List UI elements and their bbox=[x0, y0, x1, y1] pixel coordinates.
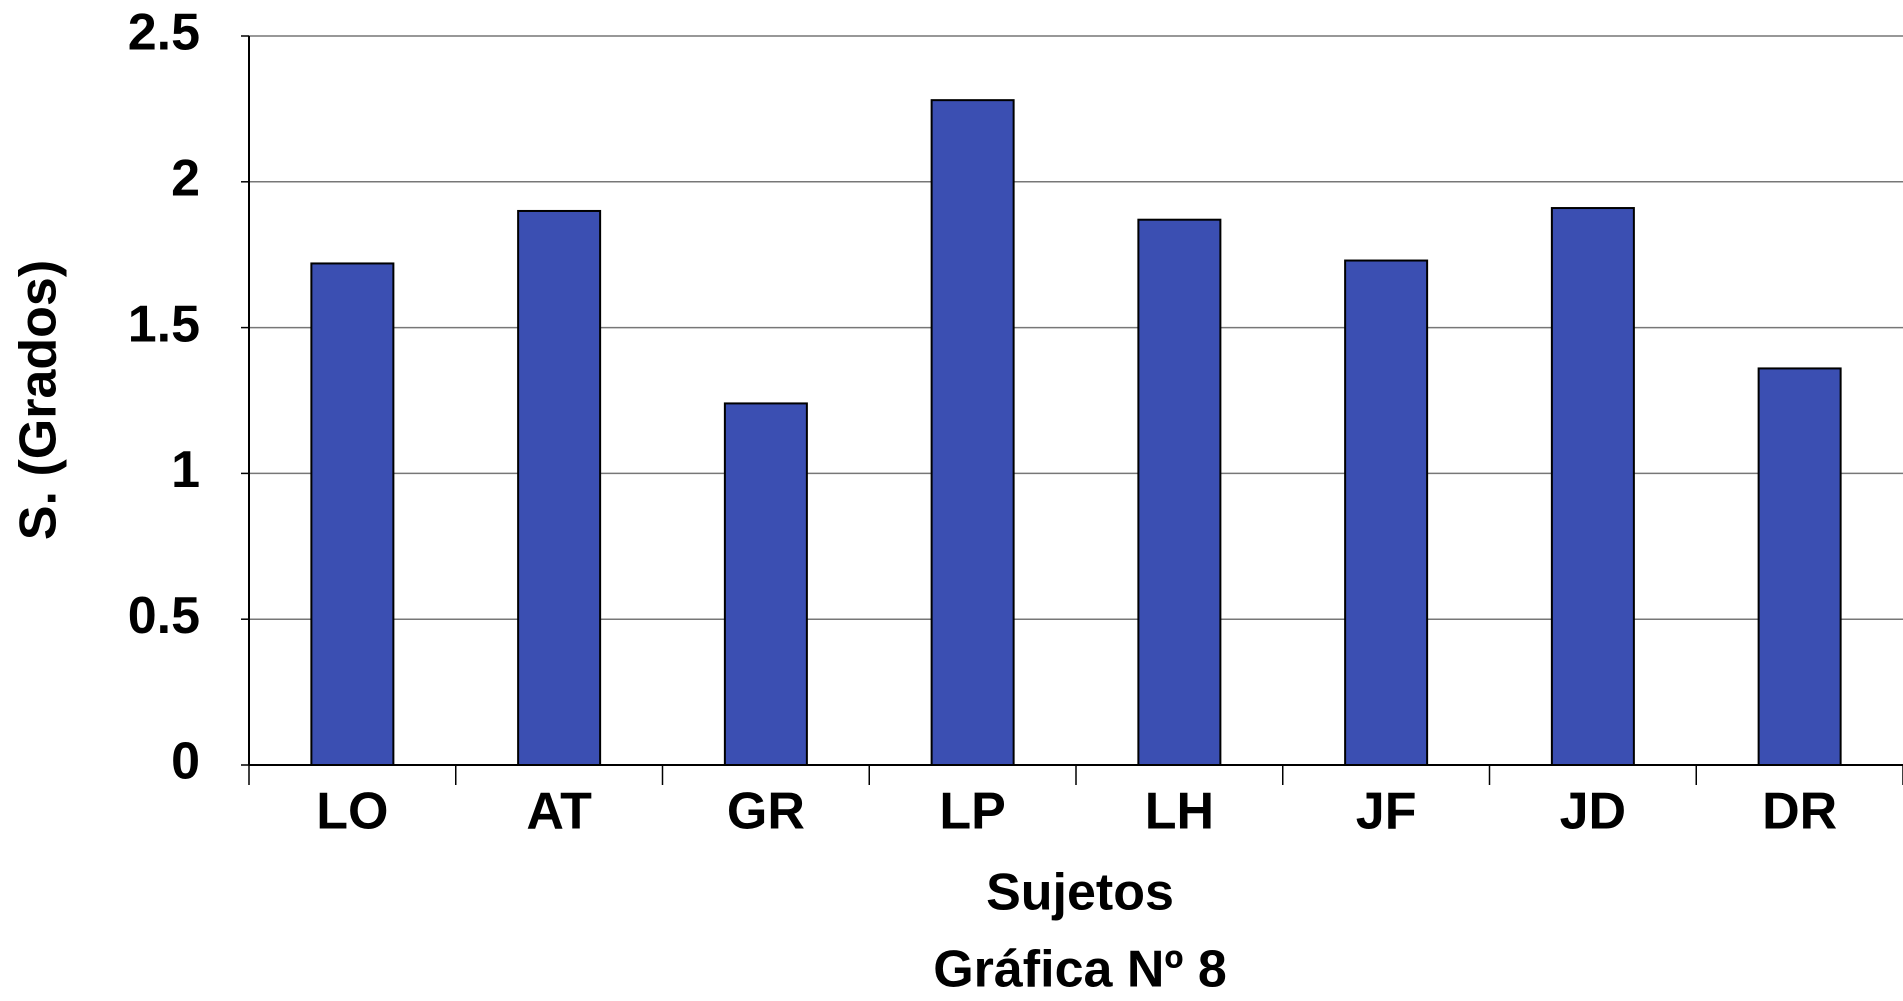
x-tick-label: LP bbox=[939, 783, 1005, 841]
bar bbox=[930, 99, 1015, 767]
x-tick-label: AT bbox=[526, 783, 592, 841]
y-tick-label: 0 bbox=[171, 733, 200, 791]
y-axis-title: S. (Grados) bbox=[10, 260, 68, 540]
bar bbox=[1757, 367, 1842, 766]
x-tick-label: JD bbox=[1560, 783, 1626, 841]
bar bbox=[1550, 207, 1635, 766]
y-tick-label: 0.5 bbox=[128, 587, 200, 645]
x-tick-label: GR bbox=[727, 783, 805, 841]
y-tick-label: 2 bbox=[171, 150, 200, 208]
bar bbox=[1344, 259, 1429, 766]
bar bbox=[517, 209, 602, 766]
x-axis-title: Sujetos bbox=[986, 864, 1174, 922]
bar bbox=[723, 402, 808, 766]
chart-title: Gráfica Nº 8 bbox=[933, 941, 1227, 999]
y-tick-label: 2.5 bbox=[128, 4, 200, 62]
x-tick-label: LH bbox=[1145, 783, 1214, 841]
x-tick-label: DR bbox=[1762, 783, 1837, 841]
y-tick-label: 1 bbox=[171, 441, 200, 499]
y-tick-label: 1.5 bbox=[128, 295, 200, 353]
x-tick-label: JF bbox=[1356, 783, 1417, 841]
bar bbox=[1137, 218, 1222, 766]
x-tick-label: LO bbox=[316, 783, 388, 841]
bar bbox=[310, 262, 395, 766]
